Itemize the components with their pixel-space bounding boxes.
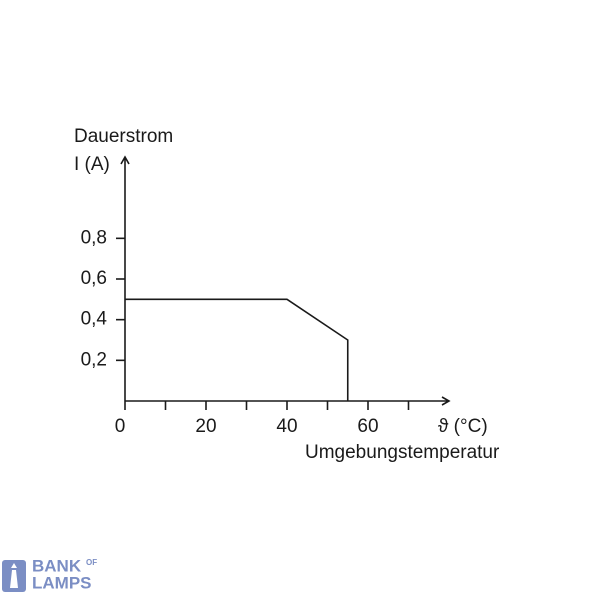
y-tick-label: 0,4	[81, 309, 108, 330]
x-tick-label: 40	[276, 416, 297, 437]
x-axis-label: Umgebungstemperatur	[305, 442, 500, 463]
logo-lighthouse	[10, 563, 18, 588]
x-axis-unit: ϑ (°C)	[438, 416, 488, 437]
logo: BANK OF LAMPS	[2, 556, 97, 592]
y-axis-label: Dauerstrom	[74, 126, 173, 147]
y-axis-unit: I (A)	[74, 154, 110, 175]
x-tick-label: 60	[357, 416, 378, 437]
logo-text: OF	[86, 558, 97, 567]
data-line	[125, 298, 349, 401]
y-tick-label: 0,8	[81, 227, 107, 248]
x-tick-label: 20	[195, 416, 216, 437]
logo-text: BANK	[32, 556, 82, 575]
y-tick-label: 0,2	[81, 349, 107, 370]
logo-text: LAMPS	[32, 573, 92, 592]
y-tick-label: 0,6	[81, 268, 107, 289]
x-tick-label: 0	[115, 416, 126, 437]
